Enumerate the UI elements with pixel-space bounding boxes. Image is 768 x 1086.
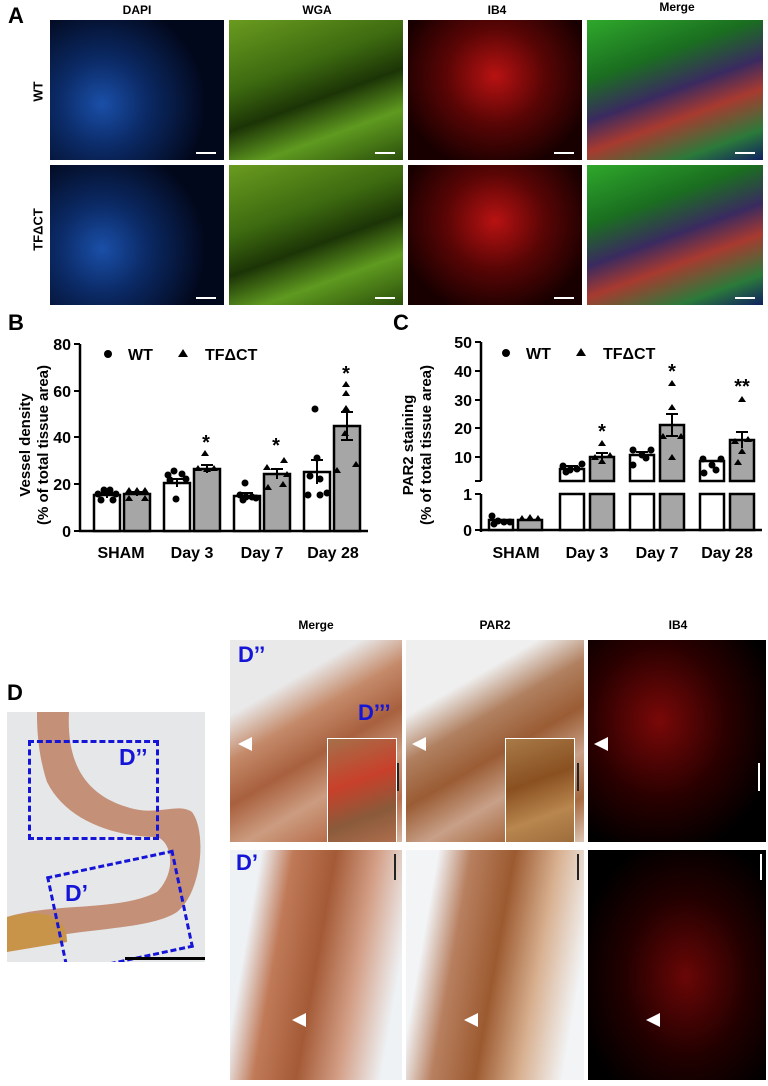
svg-text:1: 1 (463, 487, 472, 504)
arrowhead-icon (594, 737, 608, 751)
significance-day3: * (202, 432, 210, 454)
x-label-sham: SHAM (97, 545, 144, 562)
y-ticks: 50 40 30 20 10 1 0 (454, 335, 481, 540)
scale-bar (125, 957, 205, 960)
scale-bar (375, 152, 395, 154)
panel-a-label: A (8, 3, 24, 28)
significance-day28: ** (734, 376, 750, 398)
x-label-day7: Day 7 (241, 545, 284, 562)
svg-text:60: 60 (53, 384, 71, 401)
significance-day7: * (668, 361, 676, 383)
arrowhead-icon (412, 737, 426, 751)
image-merge-wt (587, 20, 763, 160)
x-label-sham: SHAM (492, 545, 539, 562)
panel-c-label: C (393, 310, 409, 335)
y-axis-label-2: (% of total tissue area) (418, 365, 435, 525)
image-par2-d-prime (406, 850, 584, 1080)
image-overview-ihc: D’’ D’ (7, 712, 205, 962)
scale-bar (577, 854, 579, 880)
box-label-d-double-prime: D’’ (119, 744, 148, 770)
image-wga-tfdct (229, 165, 403, 305)
scale-bar (735, 152, 755, 154)
svg-text:50: 50 (454, 335, 472, 352)
image-ib4-d-double-prime (588, 640, 766, 842)
svg-text:0: 0 (62, 524, 71, 541)
y-axis-label: Vessel density (17, 393, 34, 497)
scale-bar (196, 297, 216, 299)
significance-day28: * (342, 363, 350, 385)
panel-b-label: B (8, 310, 24, 335)
x-label-day3: Day 3 (566, 545, 609, 562)
chart-c-par2-staining: PAR2 staining (% of total tissue area) 5… (400, 335, 762, 562)
col-title-merge: Merge (298, 618, 334, 632)
row-label-tfdct: TFΔCT (30, 208, 46, 251)
image-ib4-wt (408, 20, 582, 160)
legend-tfdct: TFΔCT (205, 347, 258, 364)
col-title-ib4: IB4 (487, 3, 507, 17)
image-ib4-d-prime (588, 850, 766, 1080)
col-title-dapi: DAPI (122, 3, 152, 17)
arrowhead-icon (464, 1013, 478, 1027)
arrowhead-icon (646, 1013, 660, 1027)
svg-text:40: 40 (454, 364, 472, 381)
image-ib4-tfdct (408, 165, 582, 305)
scale-bar (554, 152, 574, 154)
y-ticks: 80 60 40 20 0 (53, 337, 80, 541)
arrowhead-icon (292, 1013, 306, 1027)
image-dapi-tfdct (50, 165, 224, 305)
x-label-day7: Day 7 (636, 545, 679, 562)
col-title-par2: PAR2 (479, 618, 511, 632)
col-title-ib4: IB4 (668, 618, 688, 632)
scale-bar (554, 297, 574, 299)
image-merge-d-prime: D’ (230, 850, 402, 1080)
label-d-prime: D’ (236, 850, 258, 875)
significance-day3: * (598, 421, 606, 443)
scale-bar (577, 763, 579, 791)
svg-text:80: 80 (53, 337, 71, 354)
inset-d-triple-prime (327, 738, 397, 842)
y-axis-label-2: (% of total tissue area) (35, 365, 52, 525)
chart-b-vessel-density: Vessel density (% of total tissue area) … (17, 337, 368, 562)
svg-text:10: 10 (454, 450, 472, 467)
col-title-wga: WGA (302, 3, 332, 17)
svg-text:20: 20 (454, 421, 472, 438)
svg-text:40: 40 (53, 430, 71, 447)
scale-bar (375, 297, 395, 299)
box-d-double-prime (28, 740, 159, 840)
y-axis-label: PAR2 staining (400, 395, 417, 496)
row-label-wt: WT (30, 81, 46, 102)
image-dapi-wt (50, 20, 224, 160)
label-d-double-prime: D’’ (238, 642, 266, 667)
svg-text:0: 0 (463, 523, 472, 540)
x-label-day28: Day 28 (701, 545, 753, 562)
x-label-day3: Day 3 (171, 545, 214, 562)
label-d-triple-prime: D’’’ (358, 700, 391, 725)
x-label-day28: Day 28 (307, 545, 359, 562)
legend-tfdct: TFΔCT (603, 346, 656, 363)
arrowhead-icon (238, 737, 252, 751)
scale-bar (760, 854, 762, 880)
box-label-d-prime: D’ (65, 880, 88, 906)
legend-wt: WT (526, 346, 551, 363)
inset-par2 (505, 738, 575, 842)
image-merge-d-double-prime: D’’ D’’’ (230, 640, 402, 842)
legend-wt: WT (128, 347, 153, 364)
scale-bar (735, 297, 755, 299)
svg-text:20: 20 (53, 477, 71, 494)
image-par2-d-double-prime (406, 640, 584, 842)
panel-d-label: D (7, 680, 23, 705)
svg-text:30: 30 (454, 393, 472, 410)
significance-day7: * (272, 435, 280, 457)
image-merge-tfdct (587, 165, 763, 305)
scale-bar (397, 763, 399, 791)
col-title-merge: Merge (659, 0, 695, 14)
scale-bar (196, 152, 216, 154)
scale-bar (394, 854, 396, 880)
image-wga-wt (229, 20, 403, 160)
scale-bar (758, 763, 760, 791)
